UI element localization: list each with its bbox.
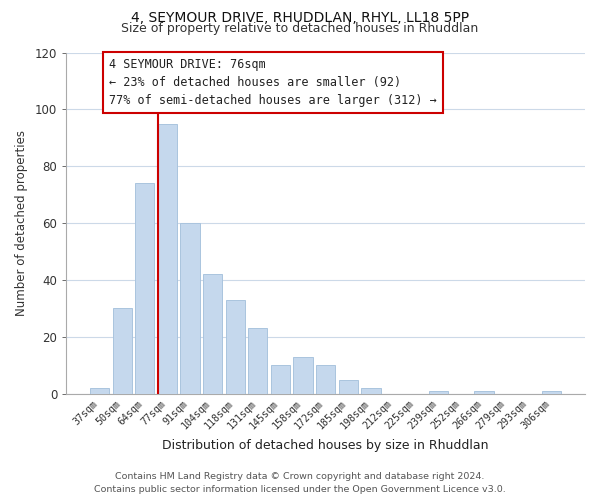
Bar [429,391,448,394]
Bar [113,308,132,394]
Text: Size of property relative to detached houses in Rhuddlan: Size of property relative to detached ho… [121,22,479,35]
Bar [316,366,335,394]
Bar [542,391,562,394]
Bar [293,357,313,394]
Bar [158,124,177,394]
Bar [271,366,290,394]
Bar [361,388,380,394]
Text: Contains HM Land Registry data © Crown copyright and database right 2024.
Contai: Contains HM Land Registry data © Crown c… [94,472,506,494]
Bar [248,328,268,394]
Bar [135,184,154,394]
Y-axis label: Number of detached properties: Number of detached properties [15,130,28,316]
Text: 4, SEYMOUR DRIVE, RHUDDLAN, RHYL, LL18 5PP: 4, SEYMOUR DRIVE, RHUDDLAN, RHYL, LL18 5… [131,11,469,25]
Text: 4 SEYMOUR DRIVE: 76sqm
← 23% of detached houses are smaller (92)
77% of semi-det: 4 SEYMOUR DRIVE: 76sqm ← 23% of detached… [109,58,437,107]
Bar [338,380,358,394]
Bar [226,300,245,394]
X-axis label: Distribution of detached houses by size in Rhuddlan: Distribution of detached houses by size … [163,440,489,452]
Bar [475,391,494,394]
Bar [181,223,200,394]
Bar [203,274,222,394]
Bar [90,388,109,394]
